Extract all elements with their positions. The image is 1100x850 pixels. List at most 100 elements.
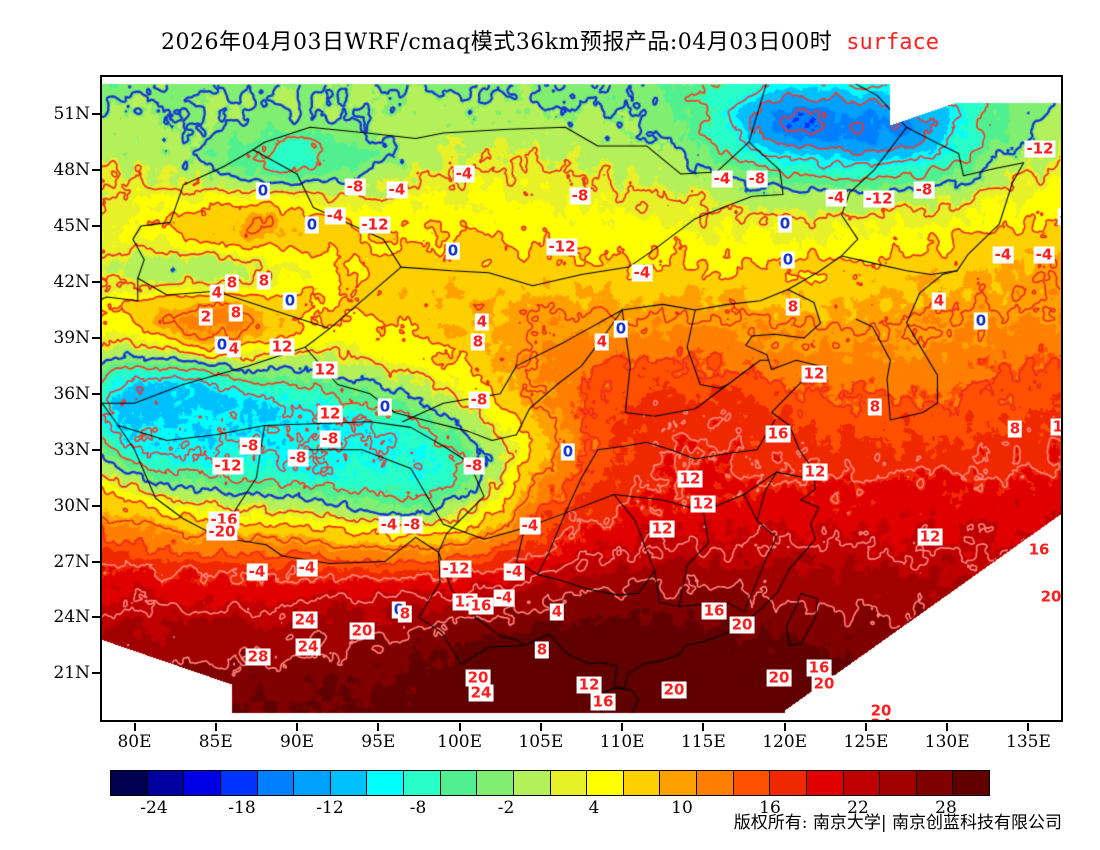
- colorbar-tick-label: 22: [847, 798, 869, 818]
- latitude-label: 21N: [53, 663, 90, 684]
- colorbar-segment: [184, 771, 221, 795]
- latitude-tick: [92, 336, 100, 339]
- colorbar-tick-label: 28: [935, 798, 957, 818]
- contour-label: -4: [493, 588, 515, 607]
- latitude-tick: [92, 448, 100, 451]
- latitude-label: 45N: [53, 216, 90, 237]
- contour-label: 24: [868, 716, 894, 720]
- contour-label: 20: [1038, 587, 1062, 606]
- contour-label: 8: [224, 273, 240, 292]
- contour-label: -8: [463, 456, 485, 475]
- contour-label: -8: [468, 390, 490, 409]
- longitude-tick: [864, 723, 867, 731]
- colorbar-segment: [257, 771, 295, 795]
- longitude-tick: [702, 723, 705, 731]
- contour-label: -4: [503, 562, 525, 581]
- contour-label: 4: [931, 291, 947, 310]
- latitude-tick: [92, 616, 100, 619]
- contour-label: -4: [992, 245, 1014, 264]
- longitude-tick: [1027, 723, 1030, 731]
- latitude-tick: [92, 560, 100, 563]
- temperature-colorbar[interactable]: [110, 770, 990, 796]
- contour-label: -8: [287, 448, 309, 467]
- contour-label: 20: [868, 701, 894, 720]
- contour-label: 0: [214, 335, 230, 354]
- colorbar-segment: [550, 771, 588, 795]
- colorbar-tick-label: -18: [228, 798, 256, 818]
- contour-label: 0: [255, 181, 271, 200]
- contour-label: 12: [801, 364, 827, 383]
- contour-label: -12: [440, 559, 472, 578]
- contour-label: 8: [470, 332, 486, 351]
- map-plot-area[interactable]: -8-4-4-8-4-8-4-12-8-12-4-4-4000-4-12-12-…: [100, 75, 1063, 722]
- contour-label: -8: [344, 177, 366, 196]
- colorbar-tick-label: 4: [588, 798, 600, 818]
- colorbar-segment: [623, 771, 661, 795]
- longitude-label: 125E: [843, 732, 889, 752]
- contour-label: 0: [304, 215, 320, 234]
- contour-label: -4: [378, 515, 400, 534]
- colorbar-tick-label: 16: [759, 798, 781, 818]
- colorbar-tick-label: -2: [497, 798, 515, 818]
- latitude-tick: [92, 672, 100, 675]
- contour-label: -4: [519, 516, 541, 535]
- latitude-label: 42N: [53, 272, 90, 292]
- title-level-text: surface: [846, 30, 939, 55]
- contour-label: -4: [246, 562, 268, 581]
- latitude-tick: [92, 392, 100, 395]
- copyright-notice: 版权所有: 南京大学| 南京创蓝科技有限公司: [733, 813, 1062, 833]
- contour-label: 4: [549, 602, 565, 621]
- longitude-label: 90E: [280, 732, 315, 752]
- colorbar-tick-label: -12: [316, 798, 344, 818]
- latitude-tick: [92, 113, 100, 116]
- contour-label: 8: [228, 303, 244, 322]
- contour-label: 16: [590, 692, 616, 711]
- contour-label: 8: [1007, 419, 1023, 438]
- contour-label: 0: [777, 214, 793, 233]
- latitude-label: 51N: [53, 104, 90, 125]
- longitude-tick: [458, 723, 461, 731]
- contour-label: 0: [377, 397, 393, 416]
- contour-label: 12: [917, 527, 943, 546]
- colorbar-segment: [111, 771, 148, 795]
- colorbar-segment: [477, 771, 514, 795]
- latitude-label: 24N: [53, 607, 90, 628]
- longitude-tick: [539, 723, 542, 731]
- longitude-tick: [377, 723, 380, 731]
- contour-label: 0: [780, 250, 796, 269]
- contour-label: 12: [317, 404, 343, 423]
- latitude-label: 48N: [53, 160, 90, 181]
- contour-label: -8: [401, 515, 423, 534]
- contour-label: 12: [690, 494, 716, 513]
- latitude-label: 27N: [53, 551, 90, 572]
- longitude-label: 120E: [762, 732, 808, 752]
- contour-label: 12: [649, 519, 675, 538]
- contour-label: 0: [973, 311, 989, 330]
- contour-label: -4: [386, 180, 408, 199]
- colorbar-segment: [806, 771, 844, 795]
- contour-label: 24: [468, 683, 494, 702]
- colorbar-tick-label: 10: [671, 798, 693, 818]
- contour-label: 0: [282, 291, 298, 310]
- contour-label: 0: [613, 319, 629, 338]
- colorbar-segment: [843, 771, 881, 795]
- longitude-label: 130E: [924, 732, 970, 752]
- contour-label: -12: [359, 215, 391, 234]
- contour-label: 16: [806, 658, 832, 677]
- contour-label: -12: [1024, 139, 1056, 158]
- colorbar-segment: [660, 771, 697, 795]
- contour-label: 0: [560, 442, 576, 461]
- contour-label: 8: [397, 604, 413, 623]
- contour-label: -20: [206, 522, 238, 541]
- longitude-label: 115E: [680, 732, 726, 752]
- contour-label: -4: [324, 206, 346, 225]
- colorbar-segment: [147, 771, 185, 795]
- latitude-tick: [92, 225, 100, 228]
- longitude-label: 100E: [437, 732, 482, 752]
- contour-label: -12: [212, 456, 244, 475]
- contour-label: 20: [729, 615, 755, 634]
- contour-label: -8: [569, 186, 591, 205]
- contour-label: -4: [1057, 208, 1061, 226]
- latitude-label: 36N: [53, 383, 90, 404]
